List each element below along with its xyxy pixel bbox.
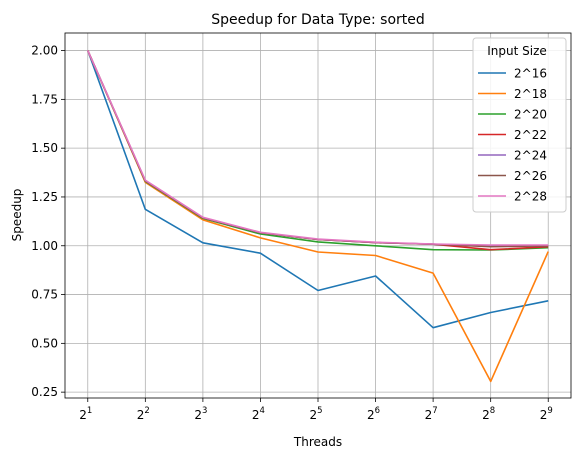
x-axis: 21 22 23 24 25 26 27 28 29 xyxy=(79,398,553,422)
legend-label: 2^24 xyxy=(514,149,547,163)
x-tick-label: 28 xyxy=(482,406,495,422)
y-tick-label: 1.00 xyxy=(31,239,58,253)
x-tick-label: 22 xyxy=(137,406,150,422)
legend-label: 2^26 xyxy=(514,169,547,183)
legend-label: 2^18 xyxy=(514,87,547,101)
series-lines xyxy=(87,50,549,383)
y-tick-label: 2.00 xyxy=(31,44,58,58)
legend-box xyxy=(472,37,567,213)
legend-label: 2^22 xyxy=(514,128,547,142)
legend-label: 2^16 xyxy=(514,67,547,81)
y-axis: 0.25 0.50 0.75 1.00 1.25 1.50 1.75 2.00 xyxy=(31,44,65,399)
x-tick-label: 24 xyxy=(252,406,265,422)
y-tick-label: 1.75 xyxy=(31,92,58,106)
x-tick-label: 25 xyxy=(309,406,322,422)
x-tick-label: 23 xyxy=(194,406,207,422)
y-tick-label: 0.75 xyxy=(31,288,58,302)
legend: Input Size 2^16 2^18 2^20 2^22 2^24 2^26 2^28 xyxy=(472,37,567,213)
y-axis-label: Speedup xyxy=(10,189,24,242)
x-tick-label: 29 xyxy=(540,406,553,422)
x-tick-label: 21 xyxy=(79,406,92,422)
x-tick-label: 26 xyxy=(367,406,380,422)
y-tick-label: 1.25 xyxy=(31,190,58,204)
series-line xyxy=(87,50,549,246)
x-tick-label: 27 xyxy=(425,406,438,422)
y-tick-label: 1.50 xyxy=(31,141,58,155)
legend-label: 2^20 xyxy=(514,108,547,122)
series-line xyxy=(87,50,549,329)
y-tick-label: 0.50 xyxy=(31,336,58,350)
legend-title: Input Size xyxy=(487,44,547,58)
chart-title: Speedup for Data Type: sorted xyxy=(211,12,425,28)
x-axis-label: Threads xyxy=(293,435,342,449)
y-tick-label: 0.25 xyxy=(31,385,58,399)
series-line xyxy=(87,50,549,383)
legend-label: 2^28 xyxy=(514,190,547,204)
